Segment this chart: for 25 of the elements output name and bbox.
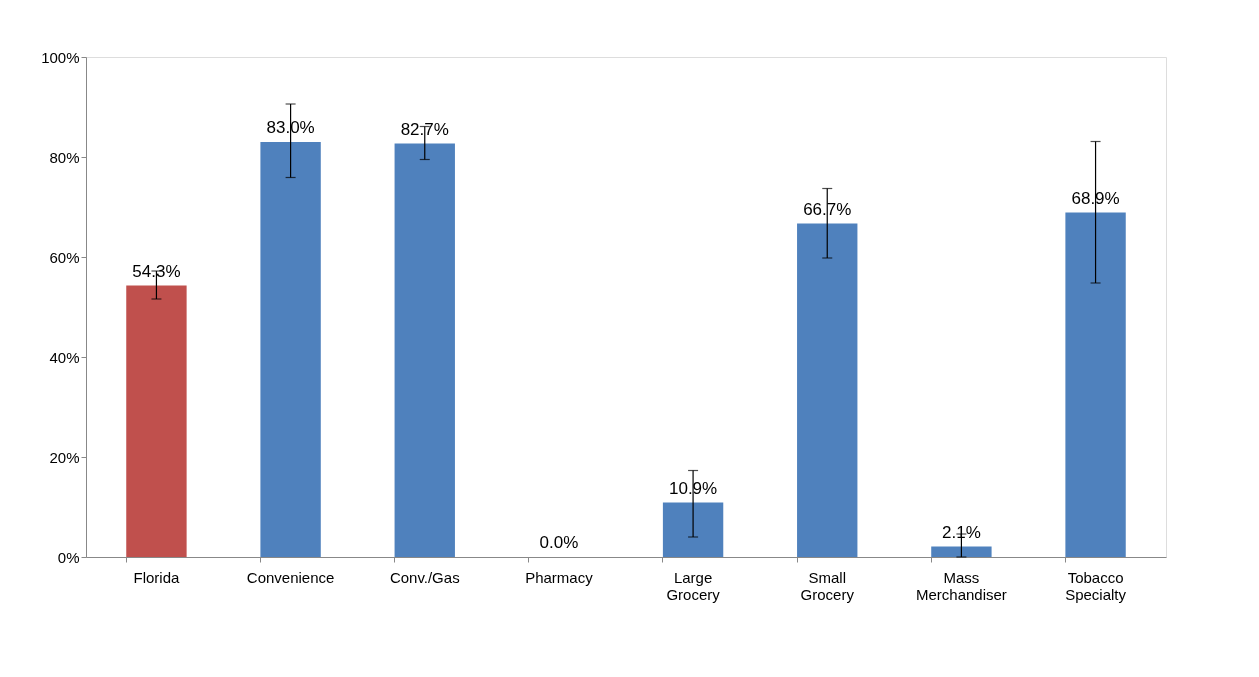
x-tick-label: Mass Merchandiser: [915, 568, 1007, 603]
x-tick-label: Large Grocery: [666, 568, 721, 603]
bar: [662, 502, 724, 557]
y-tick-label: 60%: [49, 248, 80, 266]
y-tick-label: 80%: [49, 148, 80, 166]
y-tick-label: 20%: [49, 448, 80, 466]
x-tick-label: Convenience: [246, 568, 335, 586]
x-tick-label: Florida: [133, 568, 181, 586]
y-tick-label: 0%: [57, 548, 80, 566]
data-label: 82.7%: [400, 119, 449, 139]
x-tick-label: Tobacco Specialty: [1065, 568, 1127, 603]
x-tick-label: Small Grocery: [800, 568, 855, 603]
x-tick-label: Conv./Gas: [389, 568, 460, 586]
bar: [126, 285, 187, 557]
data-label: 0.0%: [539, 533, 579, 552]
bar: [260, 142, 321, 557]
data-label: 2.1%: [942, 522, 981, 542]
y-tick-label: 40%: [49, 348, 80, 366]
bar: [797, 223, 858, 557]
data-label: 54.3%: [132, 261, 181, 281]
bar: [1065, 212, 1126, 557]
bar: [931, 546, 992, 557]
x-tick-label: Pharmacy: [525, 568, 594, 586]
bar: [394, 143, 455, 557]
y-tick-label: 100%: [41, 48, 80, 66]
